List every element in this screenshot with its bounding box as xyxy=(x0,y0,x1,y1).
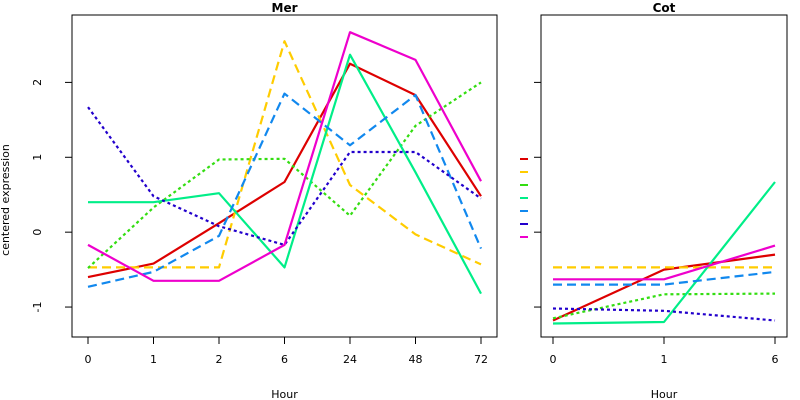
series-line-5 xyxy=(553,270,776,286)
x-tick-label: 2 xyxy=(216,353,223,366)
x-tick-label: 0 xyxy=(85,353,92,366)
series-line-1 xyxy=(552,253,776,322)
series-line-5 xyxy=(87,92,483,288)
plot-frame xyxy=(71,14,498,338)
x-axis-label: Hour xyxy=(651,388,678,400)
y-tick-label: -1 xyxy=(31,302,44,313)
series-line-4 xyxy=(88,53,482,295)
series-line-7 xyxy=(87,31,482,282)
panel-title: Cot xyxy=(653,1,676,15)
series-line-3 xyxy=(87,81,482,269)
x-tick-label: 6 xyxy=(281,353,288,366)
plot-frame xyxy=(540,14,788,338)
y-tick-label: 0 xyxy=(31,229,44,236)
x-tick-label: 6 xyxy=(772,353,779,366)
y-tick-label: 2 xyxy=(31,79,44,86)
panel-title: Mer xyxy=(272,1,298,15)
x-tick-label: 0 xyxy=(550,353,557,366)
series-line-6 xyxy=(87,106,482,246)
x-tick-label: 24 xyxy=(343,353,357,366)
series-line-4 xyxy=(552,181,776,325)
x-tick-label: 72 xyxy=(474,353,488,366)
x-tick-label: 1 xyxy=(150,353,157,366)
x-tick-label: 48 xyxy=(409,353,423,366)
series-line-2 xyxy=(88,40,482,269)
x-tick-label: 1 xyxy=(661,353,668,366)
series-line-7 xyxy=(553,244,776,281)
series-line-6 xyxy=(552,307,776,322)
x-axis-label: Hour xyxy=(271,388,298,400)
y-axis-label: centered expression xyxy=(0,144,12,256)
panel-cot: Cot Hour 0 1 6 xyxy=(534,1,788,400)
panel-mer: Mer Hour 0 1 2 6 24 48 72 -1 0 1 2 xyxy=(31,1,528,400)
y-tick-label: 1 xyxy=(31,154,44,161)
